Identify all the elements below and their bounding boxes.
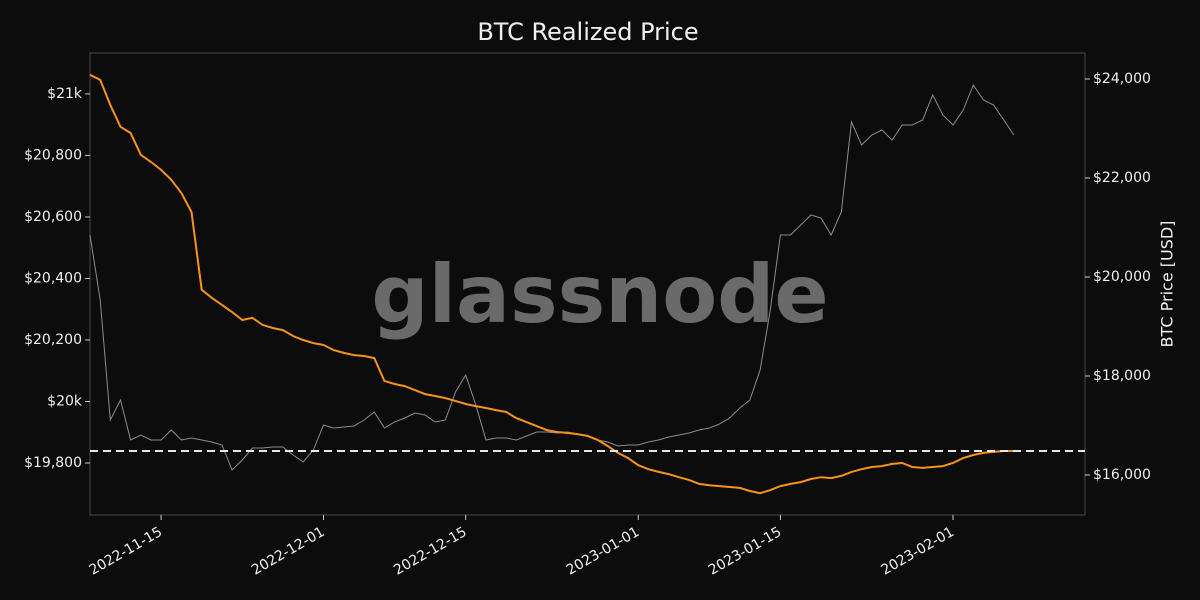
watermark: glassnode — [371, 248, 828, 341]
y2-tick-label: $16,000 — [1093, 467, 1151, 483]
series-line — [89, 83, 1015, 471]
y-tick-label: $19,800 — [24, 455, 82, 471]
y2-tick-label: $18,000 — [1093, 368, 1151, 384]
y2-tick-label: $20,000 — [1093, 269, 1151, 285]
y2-axis-label: BTC Price [USD] — [1158, 221, 1177, 348]
y2-tick-label: $24,000 — [1093, 71, 1151, 87]
plot-frame — [89, 52, 1086, 516]
y-tick-label: $20,400 — [24, 270, 82, 286]
y-tick-label: $20,200 — [24, 332, 82, 348]
y-tick-label: $20,600 — [24, 209, 82, 225]
y-tick-label: $20k — [47, 393, 83, 409]
chart-title: BTC Realized Price — [477, 18, 698, 46]
y-tick-label: $20,800 — [24, 147, 82, 163]
series-line — [89, 73, 1014, 495]
y-tick-label: $21k — [47, 86, 83, 102]
y2-tick-label: $22,000 — [1093, 170, 1151, 186]
